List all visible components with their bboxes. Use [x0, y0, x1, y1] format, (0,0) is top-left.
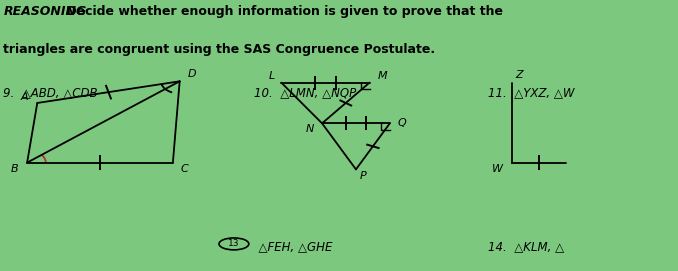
Text: N: N — [306, 124, 314, 134]
Text: Z: Z — [515, 70, 523, 80]
Text: B: B — [11, 164, 18, 174]
Text: L: L — [268, 71, 275, 81]
Text: M: M — [378, 71, 387, 81]
Text: 14.  △KLM, △: 14. △KLM, △ — [488, 240, 564, 253]
Text: △FEH, △GHE: △FEH, △GHE — [251, 240, 332, 253]
Text: 13: 13 — [228, 239, 239, 249]
Text: REASONING: REASONING — [3, 5, 87, 18]
Text: P: P — [359, 171, 366, 181]
Text: A: A — [21, 92, 28, 102]
Text: W: W — [492, 164, 503, 174]
Text: 11.  △YXZ, △W: 11. △YXZ, △W — [488, 87, 575, 100]
Text: 9.  △ABD, △CDB: 9. △ABD, △CDB — [3, 87, 98, 100]
Text: Decide whether enough information is given to prove that the: Decide whether enough information is giv… — [62, 5, 503, 18]
Text: 10.  △LMN, △NQP: 10. △LMN, △NQP — [254, 87, 357, 100]
Text: triangles are congruent using the SAS Congruence Postulate.: triangles are congruent using the SAS Co… — [3, 43, 435, 56]
Text: D: D — [188, 69, 197, 79]
Text: C: C — [181, 164, 188, 174]
Text: Q: Q — [398, 118, 407, 128]
